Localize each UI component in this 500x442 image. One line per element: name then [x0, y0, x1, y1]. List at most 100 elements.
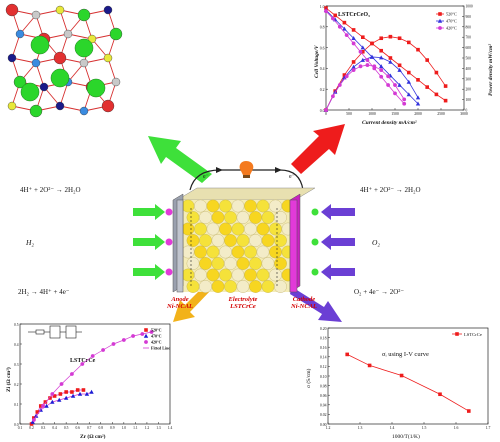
cathode-o2-label: O₂ — [372, 238, 381, 247]
a-site-cation — [74, 38, 94, 58]
electrolyte-particle — [199, 280, 212, 293]
lattice-atom — [103, 53, 113, 63]
chart-legend: LSTCrCe — [452, 332, 482, 337]
anode-arrow-1 — [133, 204, 165, 220]
data-point — [337, 83, 342, 87]
electrolyte-particle — [206, 268, 220, 282]
lattice-atom — [31, 10, 41, 20]
red-arrow-up-right — [291, 124, 345, 174]
data-point — [379, 74, 384, 79]
data-point — [58, 392, 63, 396]
cathode-label: Cathode Ni-NCAL — [284, 296, 324, 310]
electrolyte-particle — [219, 245, 232, 259]
y-tick-label: 0.4 — [320, 67, 325, 71]
data-point — [360, 45, 365, 50]
data-point — [397, 36, 402, 41]
anode-arrow-3 — [133, 264, 165, 280]
electrolyte-particle — [231, 199, 245, 213]
electrolyte-particle — [211, 257, 225, 270]
lattice-atom — [63, 29, 73, 39]
data-point — [149, 330, 154, 334]
data-point — [416, 78, 420, 82]
anode-feed-arrows — [133, 204, 173, 280]
y2-tick-label: 800 — [466, 25, 472, 29]
data-point — [379, 64, 384, 69]
data-point — [41, 404, 45, 408]
data-point — [101, 348, 105, 352]
data-point — [372, 64, 377, 69]
chart-title: σᵢ using I-V curve — [382, 351, 429, 358]
data-point — [324, 108, 328, 112]
data-point — [443, 98, 448, 103]
electrolyte-particle — [256, 199, 270, 213]
data-point — [415, 101, 421, 106]
chart-legend: 520°C 470°C 420°C — [436, 12, 457, 31]
data-point — [402, 101, 407, 106]
x-tick-label: 1.5 — [422, 426, 427, 430]
anode-h2-label: H₂ — [26, 238, 35, 247]
o2-molecule-3 — [311, 268, 319, 276]
electrolyte-particle — [269, 245, 282, 259]
x-tick-label: 1.6 — [454, 426, 459, 430]
data-point — [399, 373, 404, 378]
lattice-atom — [55, 101, 65, 111]
lattice-atom — [15, 29, 25, 39]
cathode-reduction-reaction: O₂ + 4e⁻ → 2O²⁻ — [354, 288, 405, 296]
electrolyte-particle — [269, 199, 282, 213]
y-tick-label: 0.10 — [320, 375, 327, 379]
legend-marker — [455, 332, 459, 336]
data-point — [365, 58, 370, 62]
y-tick-label: 0.16 — [320, 346, 327, 350]
electrolyte-particles — [181, 199, 295, 293]
y-tick-label: 0.2 — [14, 383, 19, 387]
electrolyte-particle — [274, 234, 287, 247]
electrolyte-particle — [236, 280, 250, 293]
electrolyte-particle — [231, 222, 245, 236]
data-point — [337, 24, 342, 29]
lattice-bond — [11, 33, 21, 59]
y2-tick-label: 0 — [466, 109, 468, 113]
lightbulb-icon — [239, 161, 254, 175]
data-point — [358, 64, 363, 69]
data-point — [131, 334, 135, 338]
electrolyte-particle — [249, 280, 262, 293]
legend-label: LSTCrCe — [464, 332, 482, 337]
data-point — [386, 74, 390, 79]
data-point — [351, 41, 356, 46]
lattice-atom — [7, 101, 17, 111]
data-point — [425, 58, 429, 62]
data-point — [70, 393, 76, 398]
data-point — [90, 354, 95, 358]
electrolyte-particle — [249, 234, 262, 247]
x-tick-label: 1.2 — [326, 426, 331, 430]
data-point — [351, 64, 356, 69]
data-point — [351, 68, 356, 72]
x-tick-label: 2500 — [437, 112, 445, 116]
data-point — [57, 397, 62, 402]
electrolyte-particle — [274, 211, 287, 224]
data-point — [50, 399, 55, 404]
electrolyte-particle — [181, 245, 195, 259]
series-line — [347, 354, 470, 412]
cathode-feed-arrows — [311, 204, 355, 280]
electrolyte-particle — [274, 257, 287, 270]
electrolyte-particle — [194, 245, 207, 259]
x-tick-label: 2000 — [414, 112, 422, 116]
electrolyte-particle — [236, 234, 250, 247]
y-tick-label: 0.02 — [320, 413, 327, 417]
y-tick-label: 0.20 — [320, 327, 327, 331]
y-tick-label: 0.3 — [14, 363, 19, 367]
data-point — [443, 84, 448, 88]
y-tick-label: 0.08 — [320, 384, 327, 388]
legend-marker — [144, 340, 148, 344]
data-point — [379, 36, 383, 41]
electrolyte-particle — [236, 211, 250, 224]
electron-label-left: e⁻ — [203, 174, 209, 180]
electrolyte-particle — [219, 199, 232, 213]
fuel-cell-schematic: e⁻ e⁻ — [133, 161, 355, 293]
fitted-line — [33, 331, 152, 421]
a-site-cation — [30, 35, 50, 55]
electrolyte-label-line1: Electrolyte — [228, 296, 258, 303]
data-point — [393, 83, 397, 87]
data-point — [361, 49, 365, 54]
